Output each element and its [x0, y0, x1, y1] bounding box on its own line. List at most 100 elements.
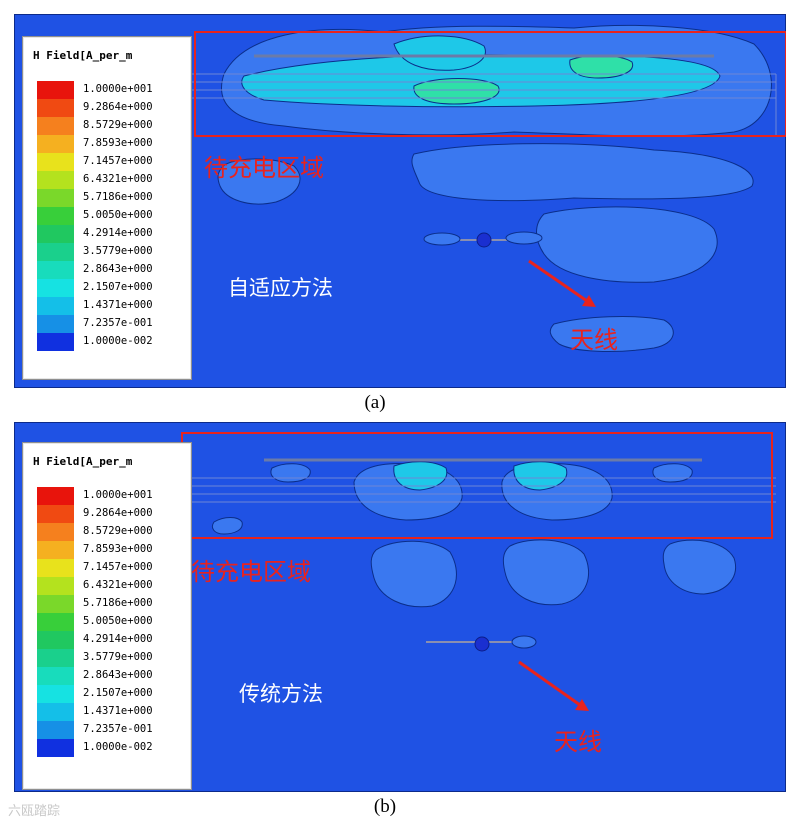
legend-entry: 7.2357e-001 [37, 721, 187, 739]
caption-a: (a) [364, 392, 386, 413]
legend-label: 5.7186e+000 [83, 597, 153, 609]
legend-swatch [37, 595, 74, 613]
legend-label: 4.2914e+000 [83, 227, 153, 239]
legend-swatch [37, 99, 74, 117]
legend-title: H Field[A_per_m [33, 455, 133, 468]
legend-entry: 2.8643e+000 [37, 261, 187, 279]
legend-entry: 5.0050e+000 [37, 613, 187, 631]
field-panel-b: H Field[A_per_m 1.0000e+001 9.2864e+000 … [14, 422, 786, 792]
legend-entry: 4.2914e+000 [37, 631, 187, 649]
legend-swatch [37, 721, 74, 739]
legend-swatch [37, 117, 74, 135]
legend-swatch [37, 649, 74, 667]
legend-swatch [37, 559, 74, 577]
legend-swatch [37, 297, 74, 315]
legend-label: 8.5729e+000 [83, 119, 153, 131]
legend-entry: 9.2864e+000 [37, 99, 187, 117]
legend-label: 9.2864e+000 [83, 101, 153, 113]
legend-entry: 7.8593e+000 [37, 541, 187, 559]
legend-label: 2.1507e+000 [83, 687, 153, 699]
legend-label: 1.4371e+000 [83, 705, 153, 717]
legend-swatch [37, 487, 74, 505]
legend-swatch [37, 225, 74, 243]
method-label: 自适应方法 [228, 276, 333, 300]
legend-entry: 9.2864e+000 [37, 505, 187, 523]
legend-entry: 8.5729e+000 [37, 117, 187, 135]
color-legend: H Field[A_per_m 1.0000e+001 9.2864e+000 … [22, 36, 192, 380]
legend-swatch [37, 333, 74, 351]
legend-entry: 3.5779e+000 [37, 243, 187, 261]
antenna-label: 天线 [554, 728, 602, 756]
field-panel-a: H Field[A_per_m 1.0000e+001 9.2864e+000 … [14, 14, 786, 388]
charging-region-label: 待充电区域 [204, 154, 324, 182]
legend-title: H Field[A_per_m [33, 49, 133, 62]
legend-label: 5.0050e+000 [83, 209, 153, 221]
legend-swatch [37, 667, 74, 685]
legend-label: 1.0000e-002 [83, 335, 153, 347]
legend-swatch [37, 577, 74, 595]
caption-b: (b) [373, 796, 397, 817]
legend-label: 4.2914e+000 [83, 633, 153, 645]
legend-entry: 6.4321e+000 [37, 171, 187, 189]
legend-swatch [37, 261, 74, 279]
legend-label: 5.7186e+000 [83, 191, 153, 203]
antenna-label: 天线 [570, 326, 618, 354]
legend-swatch [37, 189, 74, 207]
legend-entry: 4.2914e+000 [37, 225, 187, 243]
legend-label: 2.8643e+000 [83, 669, 153, 681]
legend-swatch [37, 279, 74, 297]
legend-entry: 6.4321e+000 [37, 577, 187, 595]
legend-label: 3.5779e+000 [83, 245, 153, 257]
legend-entry: 8.5729e+000 [37, 523, 187, 541]
legend-entry: 7.1457e+000 [37, 153, 187, 171]
legend-swatch [37, 207, 74, 225]
legend-label: 2.1507e+000 [83, 281, 153, 293]
legend-entry: 5.7186e+000 [37, 595, 187, 613]
legend-label: 1.0000e-002 [83, 741, 153, 753]
legend-entry: 1.0000e-002 [37, 333, 187, 351]
legend-entry: 2.1507e+000 [37, 279, 187, 297]
legend-label: 7.1457e+000 [83, 155, 153, 167]
legend-entry: 1.0000e-002 [37, 739, 187, 757]
legend-swatch [37, 739, 74, 757]
watermark: 六瓯踏踪 [8, 804, 61, 819]
legend-label: 6.4321e+000 [83, 579, 153, 591]
legend-entry: 1.0000e+001 [37, 487, 187, 505]
legend-entry: 5.0050e+000 [37, 207, 187, 225]
legend-entry: 5.7186e+000 [37, 189, 187, 207]
charging-region-label: 待充电区域 [191, 558, 311, 586]
legend-entry: 1.0000e+001 [37, 81, 187, 99]
legend-entry: 2.8643e+000 [37, 667, 187, 685]
legend-entry: 7.2357e-001 [37, 315, 187, 333]
method-label: 传统方法 [239, 682, 323, 706]
legend-entry: 2.1507e+000 [37, 685, 187, 703]
legend-swatch [37, 81, 74, 99]
legend-label: 7.2357e-001 [83, 317, 153, 329]
legend-label: 3.5779e+000 [83, 651, 153, 663]
legend-label: 8.5729e+000 [83, 525, 153, 537]
legend-label: 7.1457e+000 [83, 561, 153, 573]
legend-entry: 1.4371e+000 [37, 703, 187, 721]
legend-label: 6.4321e+000 [83, 173, 153, 185]
legend-swatch [37, 631, 74, 649]
legend-entry: 1.4371e+000 [37, 297, 187, 315]
legend-swatch [37, 243, 74, 261]
legend-swatch [37, 505, 74, 523]
legend-label: 9.2864e+000 [83, 507, 153, 519]
legend-label: 7.2357e-001 [83, 723, 153, 735]
legend-entry: 3.5779e+000 [37, 649, 187, 667]
legend-label: 5.0050e+000 [83, 615, 153, 627]
legend-swatch [37, 685, 74, 703]
legend-label: 7.8593e+000 [83, 137, 153, 149]
color-legend: H Field[A_per_m 1.0000e+001 9.2864e+000 … [22, 442, 192, 790]
legend-swatch [37, 153, 74, 171]
legend-label: 1.0000e+001 [83, 83, 153, 95]
legend-swatch [37, 541, 74, 559]
legend-swatch [37, 135, 74, 153]
legend-label: 2.8643e+000 [83, 263, 153, 275]
legend-label: 1.4371e+000 [83, 299, 153, 311]
legend-swatch [37, 171, 74, 189]
legend-swatch [37, 523, 74, 541]
legend-entry: 7.8593e+000 [37, 135, 187, 153]
legend-swatch [37, 315, 74, 333]
